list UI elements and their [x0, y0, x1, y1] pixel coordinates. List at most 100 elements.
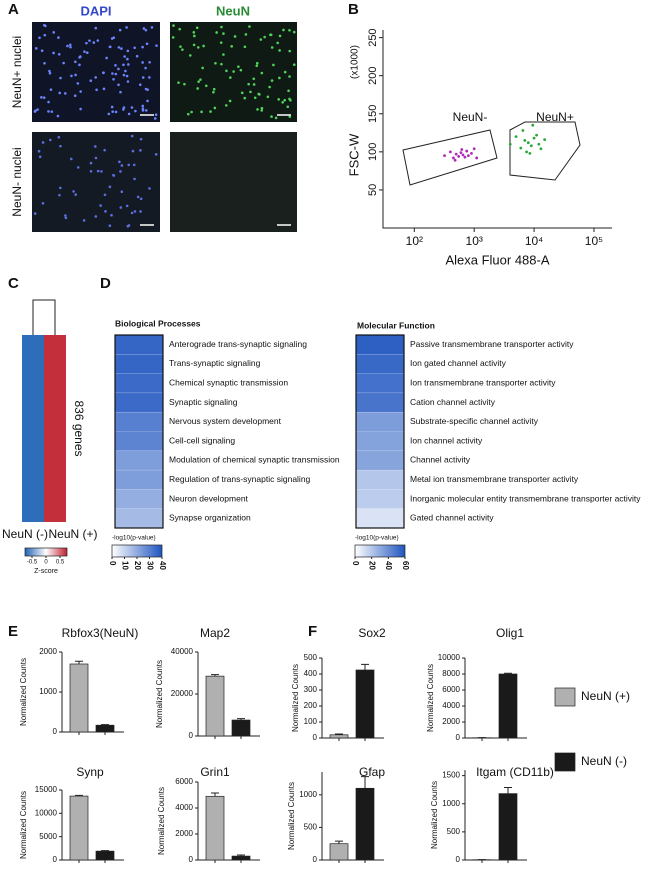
nucleus: [126, 224, 130, 228]
nucleus: [199, 78, 202, 81]
nucleus: [108, 45, 112, 49]
nucleus: [154, 113, 158, 117]
nucleus: [105, 56, 108, 60]
nucleus: [260, 71, 264, 75]
point: [531, 123, 535, 127]
nucleus: [144, 87, 148, 91]
error-bar: [75, 660, 83, 664]
nucleus: [188, 54, 192, 57]
bar: [355, 669, 375, 739]
nucleus: [78, 63, 81, 67]
point: [528, 151, 532, 155]
nucleus: [79, 107, 82, 111]
y-tick-label: 500: [304, 653, 318, 662]
nucleus: [95, 88, 98, 92]
row-label: Ion gated channel activity: [410, 358, 507, 368]
heat-cell: [355, 354, 405, 374]
nucleus: [247, 82, 250, 86]
row-label: Substrate-specific channel activity: [410, 416, 539, 426]
row-label: Gated channel activity: [410, 513, 494, 523]
nucleus: [92, 41, 96, 44]
nucleus: [259, 38, 263, 41]
nucleus: [64, 216, 68, 220]
nucleus: [145, 42, 149, 46]
heat-cell: [114, 334, 164, 355]
y-tick-label: 0: [189, 855, 194, 864]
nucleus: [119, 206, 123, 209]
row-label: Nervous system development: [169, 416, 282, 426]
nucleus: [78, 56, 81, 59]
nucleus: [94, 215, 98, 218]
nucleus: [249, 90, 252, 94]
panel-label: F: [308, 623, 317, 640]
point: [452, 156, 455, 160]
nucleus: [286, 105, 290, 109]
nucleus: [59, 144, 62, 148]
nucleus: [127, 163, 131, 167]
nucleus: [171, 36, 175, 39]
nucleus: [229, 76, 232, 79]
nucleus: [119, 170, 122, 173]
nucleus: [224, 104, 228, 107]
nucleus: [141, 76, 145, 79]
chart-title: Olig1: [496, 626, 524, 640]
row-label: Metal ion transmembrane transporter acti…: [410, 474, 579, 484]
row-label: Synaptic signaling: [169, 397, 238, 407]
nucleus: [255, 61, 259, 65]
nucleus: [139, 137, 143, 141]
nucleus: [40, 49, 44, 53]
y-tick-label: 10000: [35, 808, 58, 817]
row-label: Passive transmembrane transporter activi…: [410, 339, 574, 349]
nucleus: [112, 77, 115, 81]
nucleus: [268, 85, 271, 89]
nucleus: [274, 116, 278, 120]
point: [454, 152, 458, 156]
nucleus: [57, 135, 61, 139]
nucleus: [117, 83, 120, 87]
nucleus: [89, 169, 93, 173]
bar: [69, 663, 89, 733]
heat-cell: [114, 450, 164, 471]
nucleus: [79, 90, 82, 93]
heat-cell: [114, 373, 164, 394]
nucleus: [102, 87, 106, 91]
bar: [231, 719, 251, 737]
nucleus: [281, 100, 284, 104]
row-label: Synapse organization: [169, 513, 251, 523]
axis-line: [464, 770, 527, 861]
colorbar-tick-label: 0.5: [56, 560, 65, 566]
y-tick-label: 0: [53, 855, 58, 864]
y-axis-label: FSC-W: [346, 133, 361, 176]
y-axis-label: Normalized Counts: [287, 782, 296, 850]
nucleus: [232, 70, 235, 73]
nucleus: [179, 45, 182, 48]
nucleus: [148, 60, 151, 64]
nucleus: [193, 34, 196, 38]
nucleus: [58, 193, 61, 197]
y-tick-label: 4000: [175, 803, 193, 812]
y-tick-label: 15000: [35, 785, 58, 794]
y-tick-label: 2000: [39, 647, 57, 656]
nucleus: [102, 71, 105, 74]
colorbar-label: -log10(p-value): [112, 535, 156, 542]
nucleus: [72, 190, 75, 193]
column-header: NeuN: [216, 3, 250, 18]
nucleus: [257, 92, 261, 96]
nucleus: [209, 110, 212, 113]
row-label: Neuron development: [169, 493, 249, 503]
y-tick-label: 100: [367, 143, 379, 161]
legend-label: NeuN (+): [581, 689, 630, 703]
y-axis-label: Normalized Counts: [291, 664, 300, 732]
nucleus: [59, 76, 62, 80]
nucleus: [248, 25, 251, 28]
row-label: Modulation of chemical synaptic transmis…: [169, 455, 340, 465]
nucleus: [283, 70, 287, 74]
nucleus: [74, 193, 77, 196]
row-header: NeuN- nuclei: [10, 147, 24, 216]
nucleus: [130, 211, 134, 215]
nucleus: [126, 57, 129, 61]
colorbar-tick-label: 30: [145, 561, 154, 570]
point: [514, 135, 518, 139]
y-tick-label: 500: [447, 827, 461, 836]
nucleus: [141, 45, 144, 49]
